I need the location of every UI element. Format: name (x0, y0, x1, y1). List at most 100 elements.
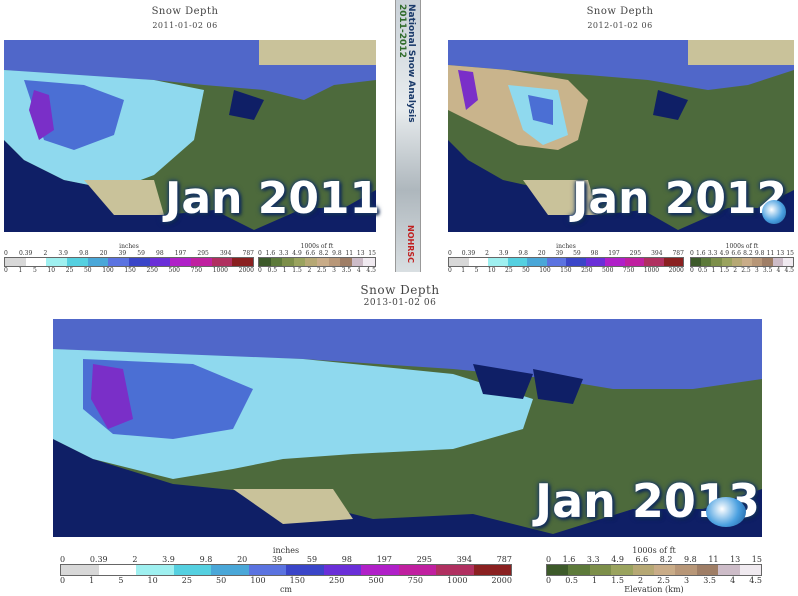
tick: 50 (522, 267, 530, 274)
tick: 2.5 (316, 267, 327, 274)
colorbar-swatch (473, 565, 511, 575)
colorbar-swatch (361, 565, 399, 575)
tick: 3 (754, 267, 759, 274)
depth-inch-ticks-2012: 0 0.39 2 3.9 9.8 20 39 59 98 197 295 394 787 (448, 250, 684, 257)
tick: 197 (174, 250, 187, 257)
tick: 1.5 (292, 267, 302, 274)
tick: 4.5 (366, 267, 376, 274)
snow-map-2011 (4, 40, 376, 232)
tick: 750 (622, 267, 635, 274)
tick: 0 (546, 555, 552, 564)
tick: 11 (766, 250, 775, 257)
elevation-colorbar (258, 257, 376, 267)
elevation-unit-label: 1000s of ft (632, 546, 676, 555)
tick: 5 (32, 267, 37, 274)
colorbar-swatch (585, 258, 605, 266)
colorbar-swatch (718, 565, 740, 575)
depth-legend-2012: inches 0 0.39 2 3.9 9.8 20 39 59 98 197 295 394 787 … (448, 243, 684, 274)
tick: 150 (560, 267, 572, 274)
tick: 1 (592, 576, 598, 585)
tick: 0 (448, 267, 452, 274)
elevation-colorbar (690, 257, 794, 267)
colorbar-swatch (46, 258, 68, 266)
colorbar-swatch (611, 565, 633, 575)
depth-colorbar (4, 257, 254, 267)
tick: 39 (555, 250, 564, 257)
colorbar-swatch (108, 258, 130, 266)
tick: 787 (672, 250, 684, 257)
tick: 0 (60, 555, 66, 564)
tick: 5 (474, 267, 479, 274)
colorbar-swatch (663, 258, 683, 266)
tick: 4.9 (719, 250, 730, 257)
strip-logo: NOHRSC (406, 225, 415, 263)
noaa-logo-2013 (706, 497, 746, 527)
colorbar-swatch (211, 565, 249, 575)
colorbar-swatch (566, 258, 586, 266)
elev-km-ticks-2012: 0 0.5 1 1.5 2 2.5 3 3.5 4 4.5 (690, 267, 794, 274)
tick: 9.8 (684, 555, 697, 564)
tick: 2000 (668, 267, 684, 274)
tick: 4 (730, 576, 736, 585)
tick: 5 (118, 576, 124, 585)
tick: 100 (539, 267, 551, 274)
elevation-unit-label: 1000s of ft (300, 243, 334, 250)
tick: 250 (329, 576, 345, 585)
colorbar-swatch (711, 258, 722, 266)
panel-2012-date: 2012-01-02 06 (587, 21, 653, 30)
tick: 9.8 (332, 250, 342, 257)
colorbar-swatch (507, 258, 527, 266)
colorbar-swatch (136, 565, 174, 575)
depth-unit-label: inches (272, 546, 300, 555)
tick: 250 (581, 267, 593, 274)
tick: 1.5 (611, 576, 624, 585)
depth-unit-label: inches (556, 243, 576, 250)
tick: 1 (461, 267, 466, 274)
tick: 100 (250, 576, 266, 585)
tick: 2000 (238, 267, 254, 274)
tick: 150 (124, 267, 136, 274)
colorbar-swatch (149, 258, 171, 266)
tick: 0.39 (18, 250, 33, 257)
tick: 1 (282, 267, 287, 274)
tick: 0.39 (461, 250, 476, 257)
colorbar-swatch (5, 258, 26, 266)
colorbar-swatch (436, 565, 474, 575)
tick: 10 (47, 267, 56, 274)
colorbar-swatch (624, 258, 644, 266)
colorbar-swatch (398, 565, 436, 575)
tick: 98 (341, 555, 352, 564)
colorbar-swatch (696, 565, 719, 575)
colorbar-swatch (270, 258, 283, 266)
tick: 2 (638, 576, 644, 585)
panel-2013-date: 2013-01-02 06 (363, 298, 437, 308)
snow-map-2012 (448, 40, 794, 232)
depth-colorbar (448, 257, 684, 267)
colorbar-swatch (170, 258, 192, 266)
tick: 9.8 (754, 250, 765, 257)
tick: 39 (118, 250, 127, 257)
panel-2011-title: Snow Depth (151, 6, 219, 17)
depth-legend-2011: inches 0 0.39 2 3.9 9.8 20 39 59 98 197 295 394 787 … (4, 243, 254, 274)
tick: 0 (690, 267, 694, 274)
tick: 13 (356, 250, 365, 257)
tick: 98 (590, 250, 599, 257)
tick: 1 (18, 267, 23, 274)
tick: 3 (332, 267, 336, 274)
colorbar-swatch (654, 565, 676, 575)
colorbar-swatch (98, 565, 136, 575)
colorbar-swatch (351, 258, 364, 266)
colorbar-swatch (328, 258, 341, 266)
colorbar-swatch (546, 258, 566, 266)
tick: 4.9 (611, 555, 624, 564)
colorbar-swatch (568, 565, 590, 575)
tick: 20 (237, 555, 248, 564)
tick: 13 (730, 555, 741, 564)
colorbar-swatch (644, 258, 664, 266)
tick: 59 (306, 555, 318, 564)
tick: 0.39 (89, 555, 108, 564)
colorbar-swatch (87, 258, 109, 266)
tick: 0 (258, 267, 262, 274)
elev-km-ticks-2013: 0 0.5 1 1.5 2 2.5 3 3.5 4 4.5 (546, 576, 762, 585)
